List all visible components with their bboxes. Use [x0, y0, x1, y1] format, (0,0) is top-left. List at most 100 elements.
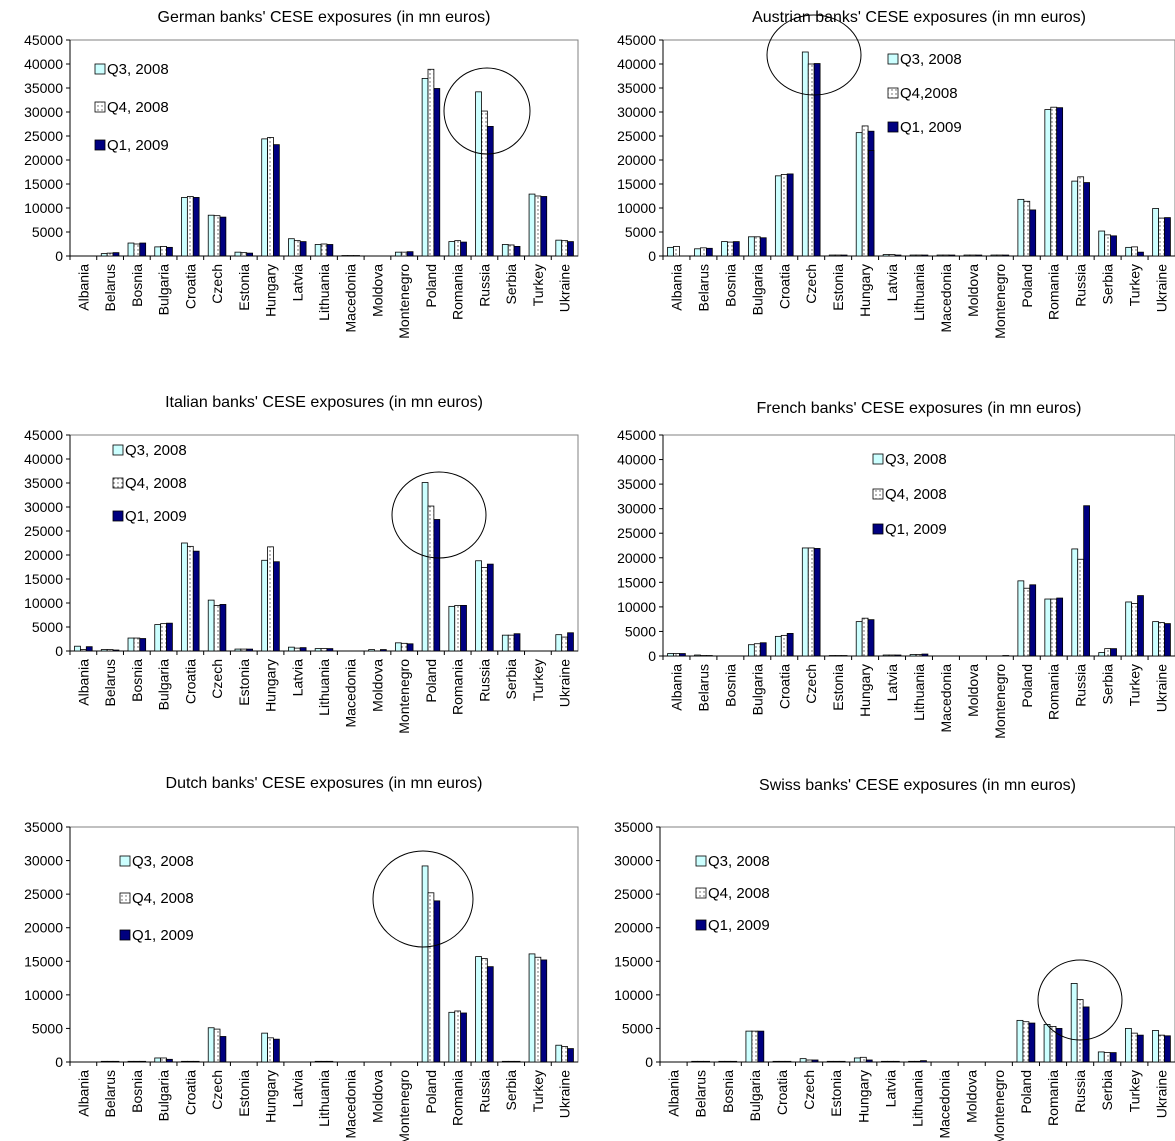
bar-q3-2008-hungary — [261, 1032, 268, 1063]
chart-svg: German banks' CESE exposures (in mn euro… — [24, 9, 579, 339]
bar-q3-2008-montenegro — [394, 251, 402, 257]
bar-q3-2008-bosnia — [127, 242, 135, 257]
bar-q3-2008-bulgaria — [748, 236, 755, 257]
bar-q1-2009-poland — [1028, 1022, 1036, 1063]
bar-q1-2009-serbia — [513, 1060, 521, 1063]
bar-q3-2008-poland — [421, 865, 429, 1063]
y-tick-label: 15000 — [24, 176, 63, 192]
bar-q4-2008-lithuania — [915, 654, 923, 657]
bar-q4-2008-hungary — [267, 137, 274, 257]
bar-q3-2008-romania — [1043, 1023, 1051, 1063]
bar-q4-2008-latvia — [293, 240, 301, 257]
bar-q4-2008-montenegro — [400, 251, 408, 257]
bar-q1-2009-albania — [85, 646, 93, 652]
x-tick-label-moldova: Moldova — [369, 264, 385, 317]
legend-label-q4-2008: Q4, 2008 — [125, 475, 187, 492]
legend-swatch-q1-2009 — [872, 523, 884, 535]
bar-q4-2008-ukraine — [1158, 217, 1165, 257]
x-tick-label-albania: Albania — [668, 664, 684, 711]
bar-q4-2008-latvia — [888, 254, 896, 257]
bar-q3-2008-bulgaria — [154, 246, 162, 257]
bar-q1-2009-ukraine — [567, 1048, 574, 1063]
x-tick-label-russia: Russia — [476, 659, 492, 702]
bar-q3-2008-albania — [667, 653, 674, 657]
bar-q1-2009-turkey — [540, 959, 548, 1063]
x-tick-label-romania: Romania — [450, 1070, 466, 1126]
bar-q4-2008-hungary — [861, 617, 869, 657]
legend-label-q1-2009: Q1, 2009 — [107, 137, 169, 154]
legend-swatch-q3-2008 — [119, 855, 131, 867]
bar-q4-2008-montenegro — [400, 642, 408, 652]
legend-swatch-q4-2008 — [112, 477, 124, 489]
bar-q4-2008-belarus — [697, 1060, 705, 1063]
y-tick-label: 5000 — [32, 619, 63, 635]
legend-swatch-q3-2008 — [872, 453, 884, 465]
chart-title: Austrian banks' CESE exposures (in mn eu… — [752, 9, 1086, 26]
legend-swatch-q3-2008 — [695, 855, 707, 867]
bar-q4-2008-russia — [1077, 176, 1085, 257]
bar-q3-2008-bosnia — [127, 637, 135, 652]
bar-q1-2009-bulgaria — [166, 622, 173, 652]
legend-label-q1-2009: Q1, 2009 — [885, 521, 947, 538]
x-tick-label-czech: Czech — [209, 1070, 225, 1110]
bar-q3-2008-hungary — [261, 559, 268, 652]
bar-q4-2008-moldova — [969, 254, 977, 257]
x-tick-label-croatia: Croatia — [774, 1070, 790, 1115]
legend-label-q1-2009: Q1, 2009 — [900, 119, 962, 136]
bar-q3-2008-belarus — [694, 654, 701, 657]
bar-q3-2008-poland — [1017, 198, 1025, 257]
y-tick-label: 10000 — [617, 599, 656, 615]
bar-q3-2008-hungary — [853, 1057, 861, 1063]
legend-label-q4-2008: Q4, 2008 — [107, 99, 169, 116]
bar-q4-2008-estonia — [834, 254, 842, 257]
y-tick-label: 40000 — [24, 451, 63, 467]
bar-q4-2008-hungary — [859, 1056, 867, 1063]
x-tick-label-romania: Romania — [450, 264, 466, 320]
x-tick-label-macedonia: Macedonia — [343, 264, 359, 333]
x-tick-label-poland: Poland — [1019, 264, 1035, 308]
bar-q3-2008-croatia — [181, 1060, 188, 1063]
y-tick-label: 45000 — [617, 427, 656, 443]
x-tick-label-estonia: Estonia — [830, 664, 846, 711]
bar-q4-2008-latvia — [293, 647, 301, 652]
legend-label-q1-2009: Q1, 2009 — [125, 508, 187, 525]
x-tick-label-albania: Albania — [75, 1070, 91, 1117]
x-tick-label-croatia: Croatia — [182, 659, 198, 704]
bar-q3-2008-serbia — [501, 1060, 509, 1063]
plot-area — [662, 434, 1175, 657]
bar-q1-2009-bulgaria — [759, 237, 767, 257]
bar-q4-2008-czech — [213, 604, 221, 652]
bar-q4-2008-lithuania — [914, 1060, 921, 1063]
bar-q4-2008-poland — [427, 892, 435, 1063]
x-tick-label-bulgaria: Bulgaria — [749, 664, 765, 716]
bar-q3-2008-poland — [1017, 580, 1025, 657]
bar-q3-2008-ukraine — [555, 634, 563, 652]
bar-q4-2008-serbia — [1104, 234, 1111, 257]
bar-q3-2008-czech — [801, 547, 809, 657]
y-tick-label: 25000 — [24, 128, 63, 144]
chart-panel-dutch: Dutch banks' CESE exposures (in mn euros… — [0, 770, 585, 1141]
x-tick-label-belarus: Belarus — [102, 264, 118, 311]
legend-swatch-q4-2008 — [872, 488, 884, 500]
x-tick-label-belarus: Belarus — [695, 264, 711, 311]
y-tick-label: 30000 — [24, 104, 63, 120]
x-tick-label-latvia: Latvia — [289, 264, 305, 302]
legend-swatch-q4-2008 — [119, 892, 131, 904]
y-tick-label: 45000 — [617, 32, 656, 48]
bar-q3-2008-macedonia — [936, 254, 944, 257]
bar-q3-2008-moldova — [963, 254, 971, 257]
bar-q1-2009-poland — [1029, 209, 1037, 257]
bar-q3-2008-russia — [475, 560, 482, 652]
bar-q1-2009-bulgaria — [166, 1058, 173, 1063]
bar-q3-2008-estonia — [828, 254, 836, 257]
bar-q1-2009-croatia — [784, 1060, 792, 1063]
bar-q3-2008-ukraine — [555, 1044, 563, 1063]
bar-q1-2009-estonia — [246, 648, 254, 652]
bar-q4-2008-romania — [454, 240, 462, 257]
x-tick-label-poland: Poland — [423, 1070, 439, 1114]
bar-q4-2008-croatia — [186, 1060, 194, 1063]
x-tick-label-croatia: Croatia — [776, 664, 792, 709]
bar-q1-2009-ukraine — [567, 632, 574, 652]
x-tick-label-montenegro: Montenegro — [992, 664, 1008, 739]
